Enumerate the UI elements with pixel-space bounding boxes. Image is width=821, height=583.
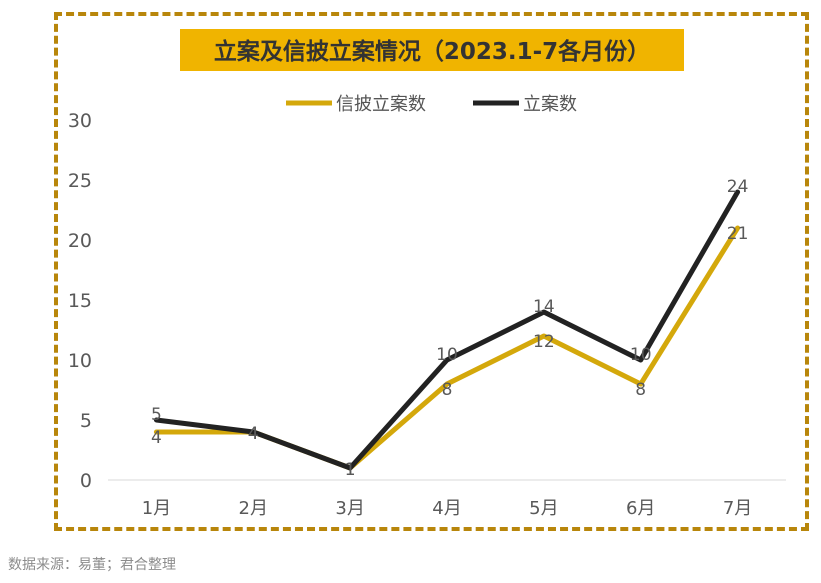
series-lines	[153, 189, 741, 471]
x-tick-label: 2月	[239, 498, 268, 519]
x-tick-label: 7月	[723, 498, 752, 519]
data-label: 24	[727, 177, 749, 197]
x-tick-label: 6月	[626, 498, 655, 519]
data-label: 10	[436, 345, 458, 365]
data-label: 1	[345, 460, 356, 480]
chart-title-background	[180, 29, 684, 71]
legend: 信披立案数 立案数	[286, 94, 577, 115]
data-label: 21	[727, 224, 749, 244]
x-tick-label: 5月	[529, 498, 558, 519]
data-label: 14	[533, 297, 555, 317]
legend-label-disclosure: 信披立案数	[336, 94, 426, 115]
y-tick-label: 25	[68, 170, 92, 192]
x-tick-label: 4月	[432, 498, 461, 519]
data-label: 4	[248, 424, 259, 444]
chart-frame	[54, 12, 809, 531]
y-axis: 0 5 10 15 20 25 30	[68, 110, 92, 492]
x-tick-label: 1月	[142, 498, 171, 519]
data-label: 8	[635, 380, 646, 400]
data-label: 4	[151, 428, 162, 448]
chart-title: 立案及信披立案情况（2023.1-7各月份）	[214, 38, 650, 65]
data-label: 5	[151, 405, 162, 425]
data-label: 8	[442, 380, 453, 400]
y-tick-label: 15	[68, 290, 92, 312]
x-axis: 1月 2月 3月 4月 5月 6月 7月	[142, 498, 753, 519]
legend-label-total: 立案数	[523, 94, 577, 115]
x-tick-label: 3月	[335, 498, 364, 519]
data-label: 12	[533, 332, 555, 352]
y-tick-label: 5	[80, 410, 92, 432]
data-label: 4	[248, 424, 259, 444]
y-tick-label: 10	[68, 350, 92, 372]
y-tick-label: 0	[80, 470, 92, 492]
y-tick-label: 20	[68, 230, 92, 252]
data-label: 10	[630, 345, 652, 365]
data-label: 1	[345, 460, 356, 480]
series-line-total	[153, 189, 741, 471]
chart: 立案及信披立案情况（2023.1-7各月份） 信披立案数 立案数 0510152…	[68, 29, 786, 519]
source-note: 数据来源：易董；君合整理	[8, 557, 176, 573]
y-tick-label: 30	[68, 110, 92, 132]
